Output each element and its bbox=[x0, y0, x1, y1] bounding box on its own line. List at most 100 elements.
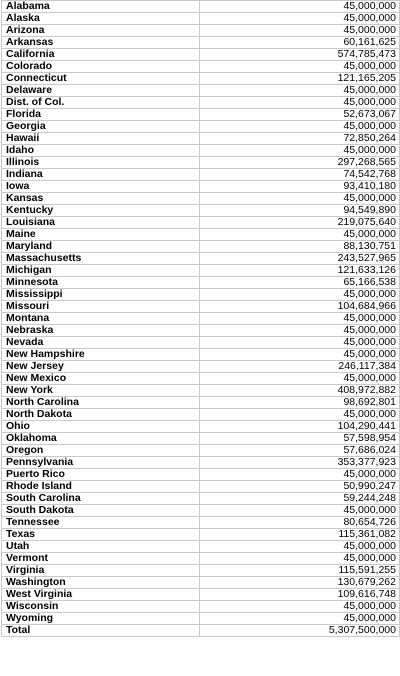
table-row: West Virginia 109,616,748 bbox=[1, 588, 400, 601]
state-name-cell: Arkansas bbox=[1, 36, 200, 49]
state-amount-table: Alabama 45,000,000 Alaska 45,000,000 Arizona… bbox=[1, 0, 400, 637]
amount-cell: 45,000,000 bbox=[199, 372, 400, 385]
amount-cell: 45,000,000 bbox=[199, 408, 400, 421]
amount-cell: 45,000,000 bbox=[199, 288, 400, 301]
state-name-cell: Puerto Rico bbox=[1, 468, 200, 481]
amount-cell: 109,616,748 bbox=[199, 588, 400, 601]
table-row: South Carolina 59,244,248 bbox=[1, 492, 400, 505]
state-name-cell: North Dakota bbox=[1, 408, 200, 421]
table-row: Ohio 104,290,441 bbox=[1, 420, 400, 433]
table-row: Rhode Island 50,990,247 bbox=[1, 480, 400, 493]
state-name-cell: Washington bbox=[1, 576, 200, 589]
amount-cell: 94,549,890 bbox=[199, 204, 400, 217]
state-name-cell: California bbox=[1, 48, 200, 61]
state-name-cell: Oregon bbox=[1, 444, 200, 457]
state-name-cell: Connecticut bbox=[1, 72, 200, 85]
table-row: New York 408,972,882 bbox=[1, 384, 400, 397]
table-row: Iowa 93,410,180 bbox=[1, 180, 400, 193]
total-label-cell: Total bbox=[1, 624, 200, 637]
table-row: Delaware 45,000,000 bbox=[1, 84, 400, 97]
table-row: Georgia 45,000,000 bbox=[1, 120, 400, 133]
amount-cell: 408,972,882 bbox=[199, 384, 400, 397]
table-row: Arizona 45,000,000 bbox=[1, 24, 400, 37]
state-name-cell: Oklahoma bbox=[1, 432, 200, 445]
state-name-cell: North Carolina bbox=[1, 396, 200, 409]
table-row: North Carolina 98,692,801 bbox=[1, 396, 400, 409]
amount-cell: 45,000,000 bbox=[199, 324, 400, 337]
table-row: Dist. of Col. 45,000,000 bbox=[1, 96, 400, 109]
state-name-cell: Minnesota bbox=[1, 276, 200, 289]
table-row: Indiana 74,542,768 bbox=[1, 168, 400, 181]
table-row: South Dakota 45,000,000 bbox=[1, 504, 400, 517]
state-name-cell: Tennessee bbox=[1, 516, 200, 529]
amount-cell: 45,000,000 bbox=[199, 504, 400, 517]
state-name-cell: Montana bbox=[1, 312, 200, 325]
state-name-cell: Dist. of Col. bbox=[1, 96, 200, 109]
table-row: Kentucky 94,549,890 bbox=[1, 204, 400, 217]
amount-cell: 45,000,000 bbox=[199, 96, 400, 109]
amount-cell: 45,000,000 bbox=[199, 228, 400, 241]
state-name-cell: Florida bbox=[1, 108, 200, 121]
state-name-cell: Colorado bbox=[1, 60, 200, 73]
table-row: Maryland 88,130,751 bbox=[1, 240, 400, 253]
table-row: Florida 52,673,067 bbox=[1, 108, 400, 121]
table-row: Alaska 45,000,000 bbox=[1, 12, 400, 25]
amount-cell: 45,000,000 bbox=[199, 468, 400, 481]
amount-cell: 98,692,801 bbox=[199, 396, 400, 409]
amount-cell: 45,000,000 bbox=[199, 312, 400, 325]
state-name-cell: Virginia bbox=[1, 564, 200, 577]
state-name-cell: Michigan bbox=[1, 264, 200, 277]
table-row: Washington 130,679,262 bbox=[1, 576, 400, 589]
amount-cell: 45,000,000 bbox=[199, 24, 400, 37]
table-row: Pennsylvania 353,377,923 bbox=[1, 456, 400, 469]
table-row: Minnesota 65,166,538 bbox=[1, 276, 400, 289]
amount-cell: 104,684,966 bbox=[199, 300, 400, 313]
amount-cell: 574,785,473 bbox=[199, 48, 400, 61]
amount-cell: 297,268,565 bbox=[199, 156, 400, 169]
state-name-cell: Nebraska bbox=[1, 324, 200, 337]
table-row: Wyoming 45,000,000 bbox=[1, 612, 400, 625]
state-name-cell: Texas bbox=[1, 528, 200, 541]
amount-cell: 219,075,640 bbox=[199, 216, 400, 229]
total-row: Total 5,307,500,000 bbox=[1, 624, 400, 637]
table-row: Alabama 45,000,000 bbox=[1, 0, 400, 13]
table-row: Hawaii 72,850,264 bbox=[1, 132, 400, 145]
state-name-cell: Mississippi bbox=[1, 288, 200, 301]
state-name-cell: Louisiana bbox=[1, 216, 200, 229]
amount-cell: 45,000,000 bbox=[199, 612, 400, 625]
table-row: North Dakota 45,000,000 bbox=[1, 408, 400, 421]
amount-cell: 45,000,000 bbox=[199, 336, 400, 349]
state-name-cell: Massachusetts bbox=[1, 252, 200, 265]
amount-cell: 121,165,205 bbox=[199, 72, 400, 85]
amount-cell: 45,000,000 bbox=[199, 600, 400, 613]
amount-cell: 104,290,441 bbox=[199, 420, 400, 433]
amount-cell: 45,000,000 bbox=[199, 540, 400, 553]
amount-cell: 243,527,965 bbox=[199, 252, 400, 265]
table-row: Missouri 104,684,966 bbox=[1, 300, 400, 313]
amount-cell: 93,410,180 bbox=[199, 180, 400, 193]
amount-cell: 130,679,262 bbox=[199, 576, 400, 589]
amount-cell: 45,000,000 bbox=[199, 120, 400, 133]
table-row: Oklahoma 57,598,954 bbox=[1, 432, 400, 445]
state-name-cell: Illinois bbox=[1, 156, 200, 169]
table-row: New Hampshire 45,000,000 bbox=[1, 348, 400, 361]
table-row: Maine 45,000,000 bbox=[1, 228, 400, 241]
amount-cell: 60,161,625 bbox=[199, 36, 400, 49]
state-name-cell: Kentucky bbox=[1, 204, 200, 217]
state-name-cell: Utah bbox=[1, 540, 200, 553]
state-name-cell: Iowa bbox=[1, 180, 200, 193]
state-name-cell: Maryland bbox=[1, 240, 200, 253]
table-row: New Mexico 45,000,000 bbox=[1, 372, 400, 385]
state-name-cell: Arizona bbox=[1, 24, 200, 37]
amount-cell: 74,542,768 bbox=[199, 168, 400, 181]
table-row: Texas 115,361,082 bbox=[1, 528, 400, 541]
amount-cell: 50,990,247 bbox=[199, 480, 400, 493]
amount-cell: 115,361,082 bbox=[199, 528, 400, 541]
state-name-cell: Georgia bbox=[1, 120, 200, 133]
table-row: California 574,785,473 bbox=[1, 48, 400, 61]
amount-cell: 45,000,000 bbox=[199, 0, 400, 13]
amount-cell: 45,000,000 bbox=[199, 60, 400, 73]
state-name-cell: Delaware bbox=[1, 84, 200, 97]
table-row: Oregon 57,686,024 bbox=[1, 444, 400, 457]
amount-cell: 80,654,726 bbox=[199, 516, 400, 529]
